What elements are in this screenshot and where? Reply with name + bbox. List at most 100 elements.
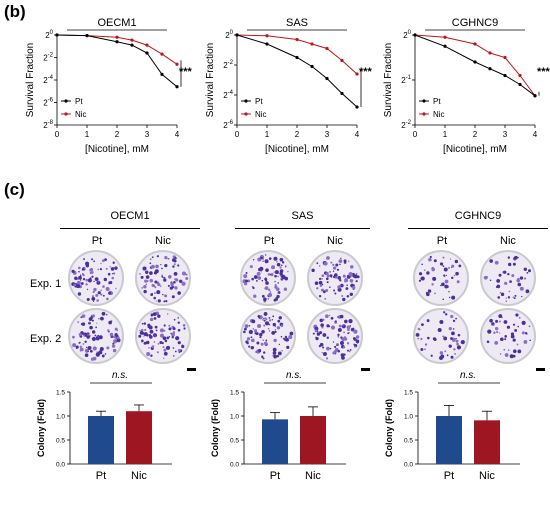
colony-dot <box>337 316 339 318</box>
colony-dot <box>443 274 446 277</box>
x-tick-label: Pt <box>270 470 280 482</box>
colony-dot <box>151 264 155 269</box>
y-tick-label: 0.0 <box>56 462 65 469</box>
colony-dot <box>172 355 175 357</box>
colony-dot <box>166 313 169 315</box>
colony-dot <box>273 256 278 261</box>
y-axis-label: Survival Fraction <box>383 43 394 117</box>
colony-dot <box>311 268 315 273</box>
colony-dot <box>426 319 430 323</box>
colony-dot <box>256 271 261 276</box>
colony-dot <box>264 259 269 264</box>
colony-dot <box>117 336 120 340</box>
colony-dot <box>347 349 350 352</box>
x-axis-label: [Nicotine], mM <box>443 144 507 155</box>
pt-point <box>533 94 537 98</box>
colony-dot <box>147 326 150 329</box>
colony-dot <box>503 320 508 324</box>
colony-dot <box>337 336 340 338</box>
colony-dot <box>324 297 327 300</box>
x-tick-label: 2 <box>295 130 300 139</box>
colony-dot <box>347 295 350 297</box>
colony-dot <box>269 273 272 276</box>
colony-dot <box>315 337 319 341</box>
colony-dot <box>97 268 100 271</box>
colony-dot <box>445 313 448 316</box>
colony-dot <box>71 269 75 273</box>
colony-dot <box>343 331 345 334</box>
colony-dot <box>529 339 531 342</box>
colony-dot <box>443 336 448 341</box>
colony-dot <box>73 283 77 287</box>
colony-dot <box>253 294 257 298</box>
colony-dot <box>155 300 157 302</box>
colony-dot <box>354 345 356 348</box>
panel-c-label: (c) <box>4 180 25 199</box>
colony-dot <box>503 270 507 274</box>
colony-dot <box>431 283 434 286</box>
colony-dot <box>355 335 360 339</box>
colony-dot <box>139 329 141 332</box>
colony-dot <box>76 284 81 289</box>
colony-dot <box>287 339 290 342</box>
nic-point <box>145 43 149 47</box>
colony-dot <box>91 319 94 322</box>
nic-point <box>488 51 492 55</box>
colony-dot <box>261 279 264 282</box>
colony-dot <box>318 277 322 280</box>
x-tick-label: 0 <box>413 130 418 139</box>
colony-dot <box>455 337 457 340</box>
colony-dot <box>523 340 528 344</box>
colony-dots <box>418 255 462 301</box>
colony-dot <box>154 325 158 329</box>
colony-dot <box>80 279 82 281</box>
colony-dot <box>250 345 255 350</box>
colony-dot <box>144 279 148 283</box>
colony-dot <box>318 294 322 298</box>
colony-dot <box>334 320 337 323</box>
colony-dot <box>318 265 321 267</box>
colony-dish <box>240 308 296 364</box>
colony-dot <box>259 332 263 337</box>
colony-dot <box>114 266 118 270</box>
colony-dot <box>325 357 329 360</box>
pt-point <box>175 85 179 89</box>
colony-dot <box>281 275 286 280</box>
x-tick-label: 4 <box>175 130 180 139</box>
nic-point <box>310 42 314 46</box>
colony-dot <box>98 317 100 320</box>
bar-chart: n.s. 0.0 0.5 1.0 1.5 Colony (Fold) Pt Nic <box>384 370 520 482</box>
colony-dot <box>448 267 450 269</box>
colony-dots <box>483 255 532 302</box>
colony-dot <box>113 272 116 275</box>
colony-dot <box>516 343 519 346</box>
colony-dot <box>273 271 276 273</box>
colony-dot <box>443 267 448 272</box>
colony-dot <box>514 329 518 332</box>
colony-dot <box>444 350 447 353</box>
colony-dot <box>448 344 452 348</box>
colony-dot <box>444 279 449 284</box>
colony-dot <box>149 329 154 334</box>
colony-dot <box>143 284 147 289</box>
colony-dot <box>177 264 180 267</box>
colony-dot <box>278 316 282 320</box>
colony-dot <box>326 256 330 260</box>
nic-point <box>355 72 359 76</box>
colony-dot <box>284 265 287 268</box>
colony-dot <box>85 264 90 268</box>
colony-dot <box>174 286 178 290</box>
colony-dot <box>494 260 499 265</box>
colony-dot <box>346 342 350 345</box>
colony-dot <box>438 328 442 332</box>
colony-dot <box>277 319 281 323</box>
colony-dish <box>240 250 296 306</box>
colony-dot <box>330 261 333 264</box>
colony-dot <box>139 273 141 275</box>
colony-dot <box>90 357 95 361</box>
colony-dot <box>445 274 447 276</box>
colony-dot <box>161 267 163 270</box>
colony-dot <box>280 264 283 267</box>
colony-dot <box>89 349 93 353</box>
colony-dot <box>357 342 359 344</box>
